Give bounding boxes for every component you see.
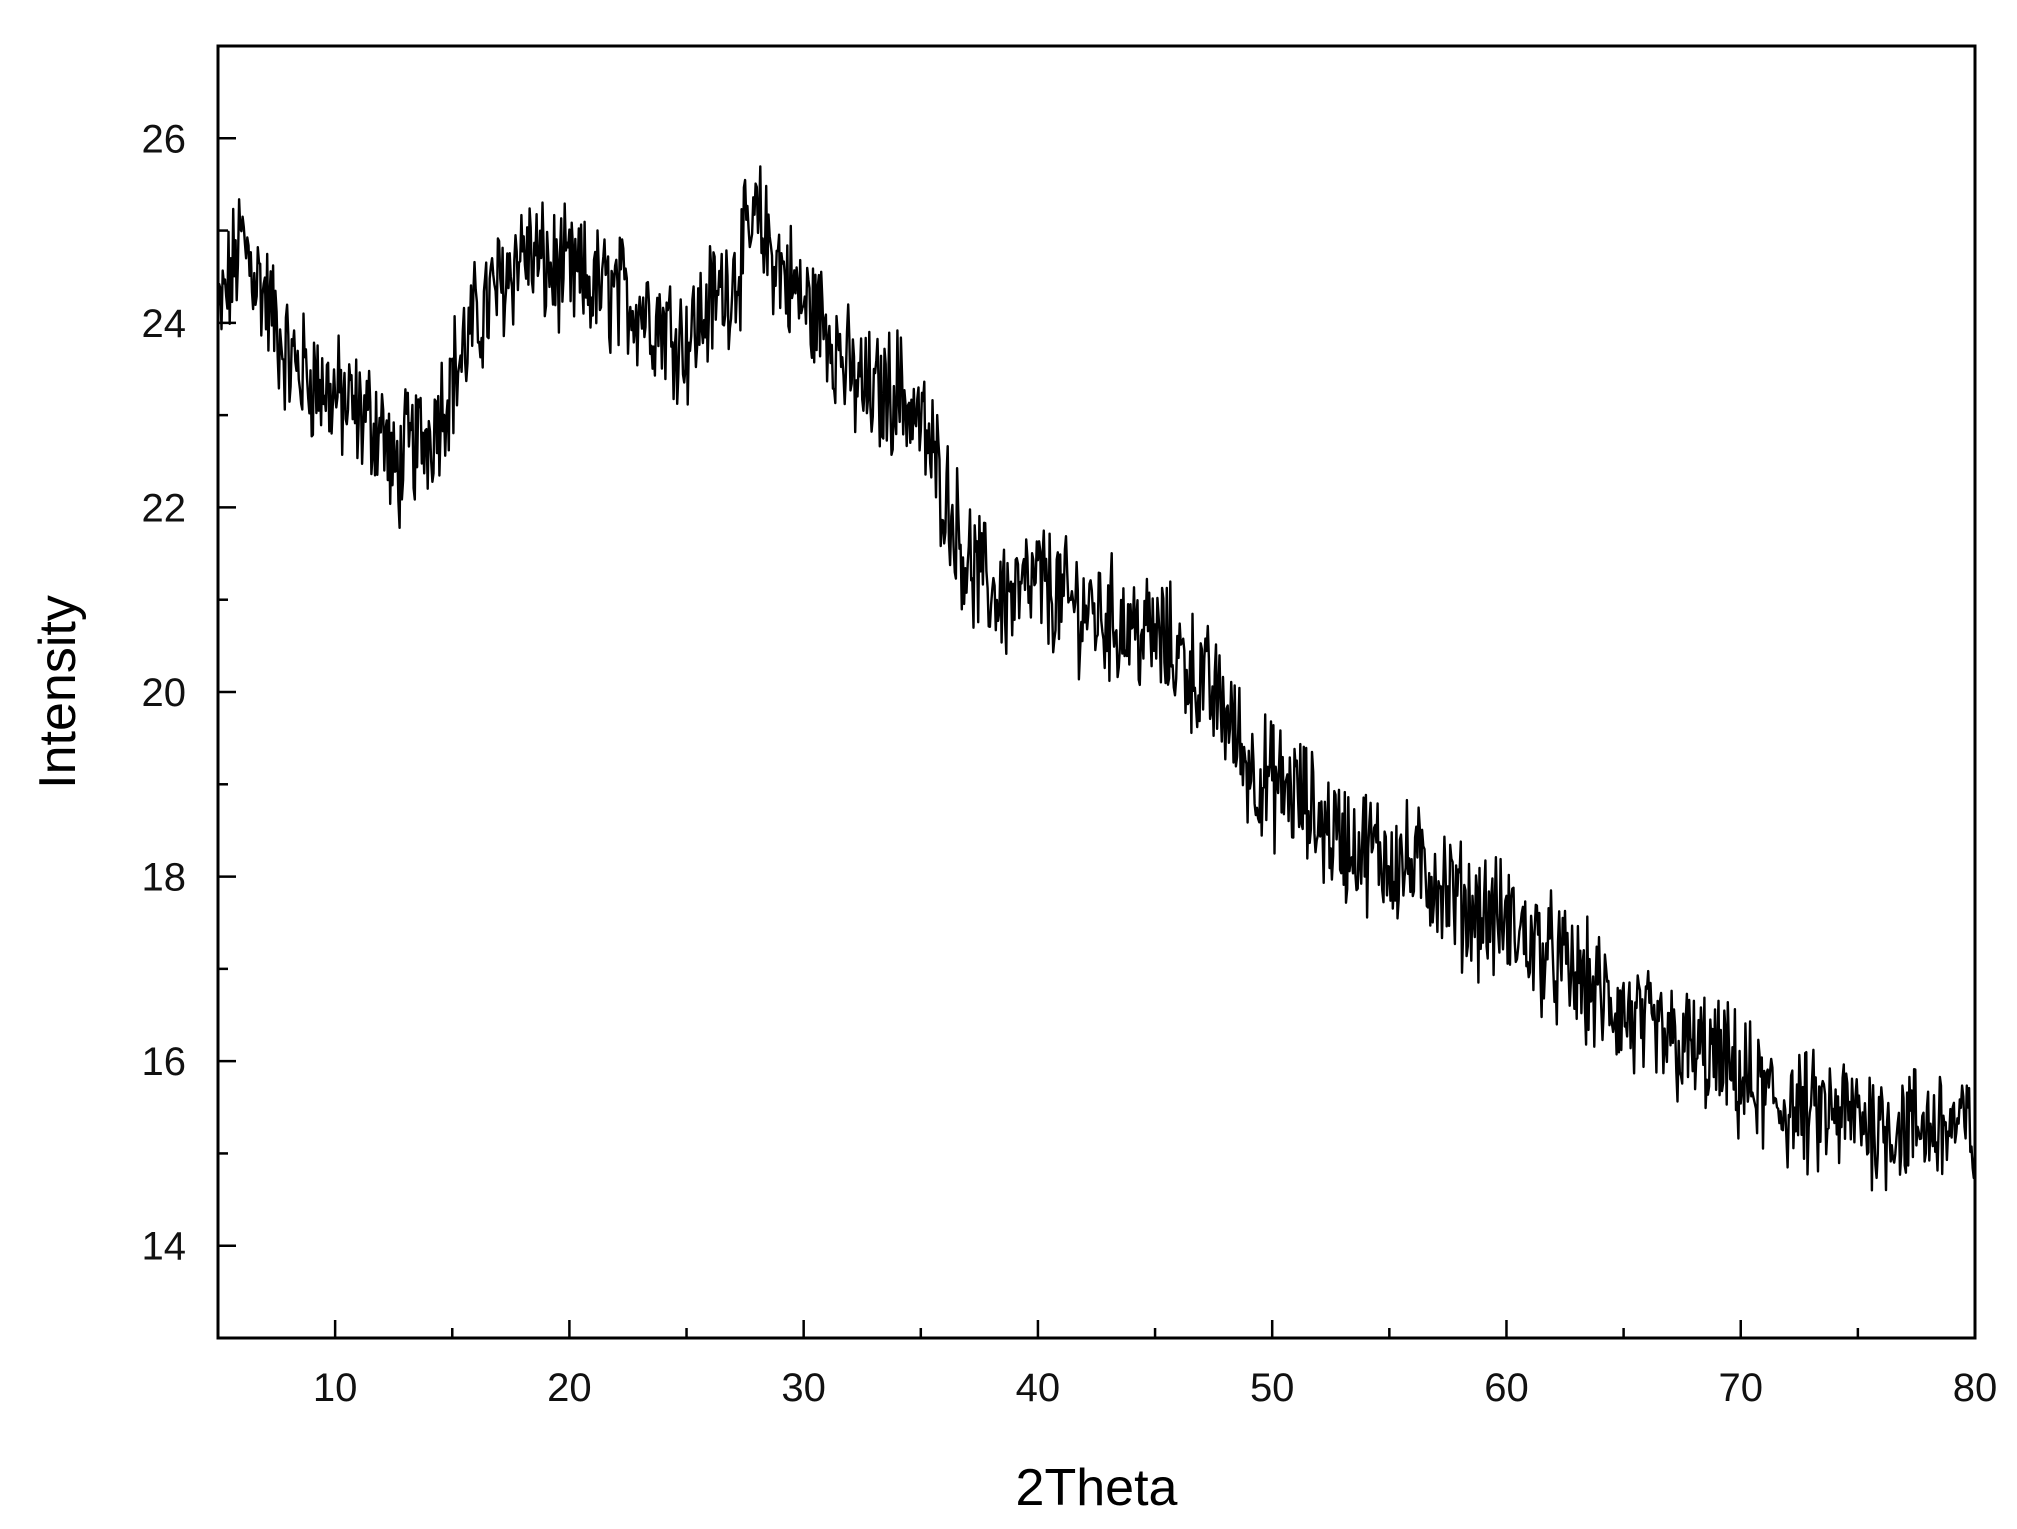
x-tick-label: 50 [1250,1366,1295,1410]
x-tick-label: 60 [1484,1366,1529,1410]
tick-labels: 10 20 30 40 50 60 70 80 14 16 18 20 22 24 26 [142,117,1998,1410]
x-tick-label: 70 [1718,1366,1763,1410]
x-axis-label: 2Theta [1016,1459,1178,1517]
y-tick-label: 24 [142,302,187,346]
y-tick-label: 14 [142,1225,187,1269]
x-tick-label: 20 [547,1366,592,1410]
y-tick-label: 26 [142,117,187,161]
x-tick-label: 40 [1016,1366,1061,1410]
x-tick-label: 30 [781,1366,826,1410]
y-axis-label: Intensity [29,595,87,789]
y-tick-label: 20 [142,671,187,715]
y-tick-label: 22 [142,486,187,530]
plot-area [216,165,1977,1192]
axis-ticks [218,137,1977,1338]
plot-frame [216,44,1977,1340]
y-tick-label: 16 [142,1040,187,1084]
y-tick-label: 18 [142,856,187,900]
data-series-line [216,165,1977,1192]
x-tick-label: 10 [313,1366,358,1410]
x-tick-label: 80 [1953,1366,1998,1410]
